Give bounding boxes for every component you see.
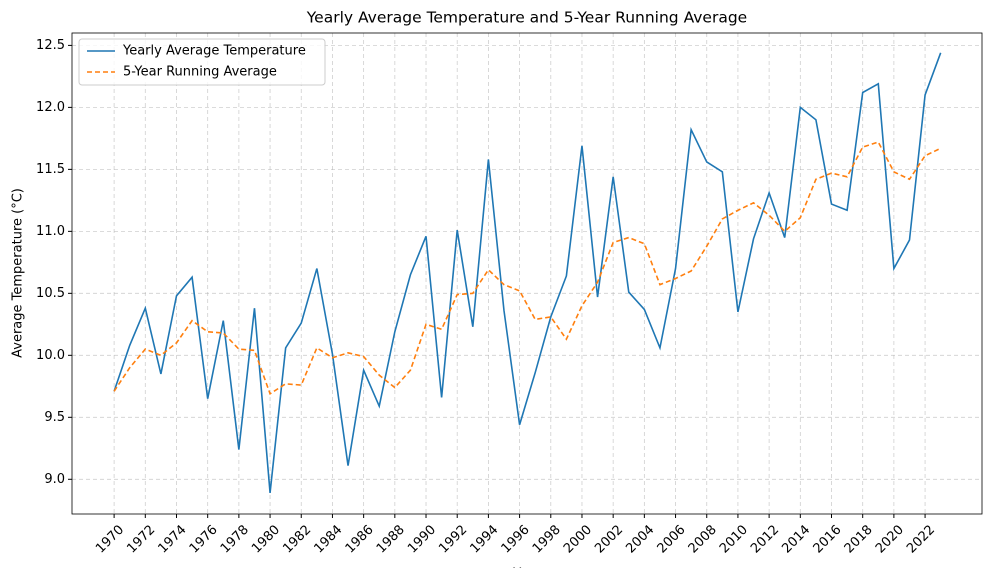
x-tick-label: 1992 (436, 522, 470, 556)
x-tick-label: 1976 (187, 522, 221, 556)
y-axis-label: Average Temperature (°C) (11, 188, 26, 358)
x-tick-label: 1980 (249, 522, 283, 556)
x-axis-label: Year (512, 567, 541, 568)
y-tick-label: 11.0 (36, 224, 65, 239)
x-tick-label: 2014 (779, 522, 813, 556)
x-tick-label: 2020 (873, 522, 907, 556)
x-tick-label: 1978 (218, 522, 252, 556)
x-tick-label: 2022 (904, 522, 938, 556)
x-tick-label: 1990 (405, 522, 439, 556)
x-tick-label: 2018 (842, 522, 876, 556)
x-tick-label: 1994 (467, 522, 501, 556)
x-tick-label: 2004 (623, 522, 657, 556)
legend-box (78, 38, 326, 86)
legend-label: Yearly Average Temperature (122, 44, 306, 59)
x-tick-label: 2000 (561, 522, 595, 556)
x-tick-label: 2008 (686, 522, 720, 556)
y-tick-label: 9.0 (44, 472, 65, 487)
x-tick-label: 1986 (343, 522, 377, 556)
x-tick-label: 1998 (530, 522, 564, 556)
y-tick-label: 12.5 (36, 38, 65, 53)
data-line (113, 52, 942, 494)
data-line (113, 141, 942, 395)
x-tick-label: 2016 (811, 522, 845, 556)
x-tick-label: 2012 (748, 522, 782, 556)
y-tick-label: 10.0 (36, 348, 65, 363)
plot-frame (71, 32, 983, 515)
x-tick-label: 1982 (280, 522, 314, 556)
x-tick-label: 1996 (499, 522, 533, 556)
x-tick-label: 2010 (717, 522, 751, 556)
x-tick-label: 1970 (93, 522, 127, 556)
y-tick-label: 9.5 (44, 410, 65, 425)
x-tick-label: 2002 (592, 522, 626, 556)
y-tick-label: 10.5 (36, 286, 65, 301)
y-tick-label: 11.5 (36, 162, 65, 177)
x-tick-label: 1984 (311, 522, 345, 556)
chart-title: Yearly Average Temperature and 5-Year Ru… (306, 9, 747, 27)
y-tick-label: 12.0 (36, 100, 65, 115)
x-tick-label: 1972 (124, 522, 158, 556)
x-tick-label: 2006 (655, 522, 689, 556)
legend-label: 5-Year Running Average (123, 65, 277, 80)
x-tick-label: 1974 (156, 522, 190, 556)
x-tick-label: 1988 (374, 522, 408, 556)
